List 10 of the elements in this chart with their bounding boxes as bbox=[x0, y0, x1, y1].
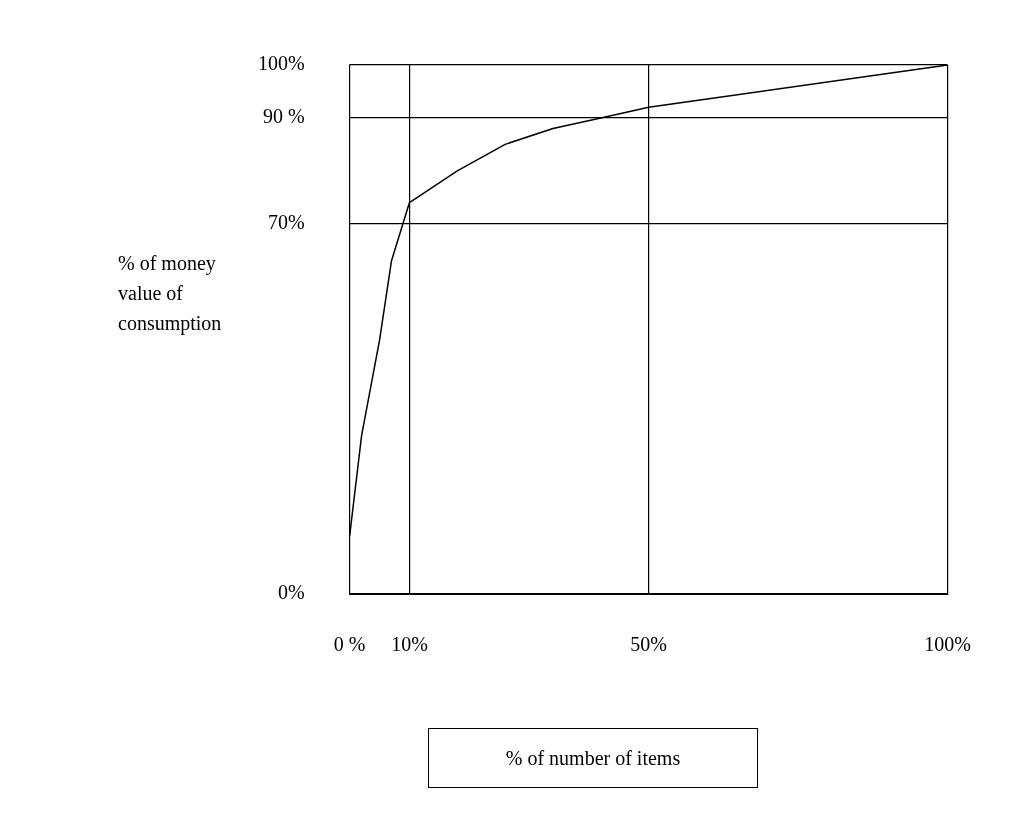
x-tick-label: 100% bbox=[924, 633, 972, 656]
x-tick-label: 50% bbox=[630, 633, 667, 656]
y-tick-label: 90 % bbox=[262, 105, 305, 128]
x-tick-label: 10% bbox=[391, 633, 428, 656]
y-axis-title: % of money value of consumption bbox=[118, 251, 223, 337]
y-tick-label: 100% bbox=[257, 52, 305, 75]
y-tick-label: 70% bbox=[267, 210, 305, 233]
x-axis-title: % of number of items bbox=[428, 728, 758, 788]
x-tick-label: 0 % bbox=[333, 633, 366, 656]
y-tick-label: 0% bbox=[277, 581, 305, 604]
